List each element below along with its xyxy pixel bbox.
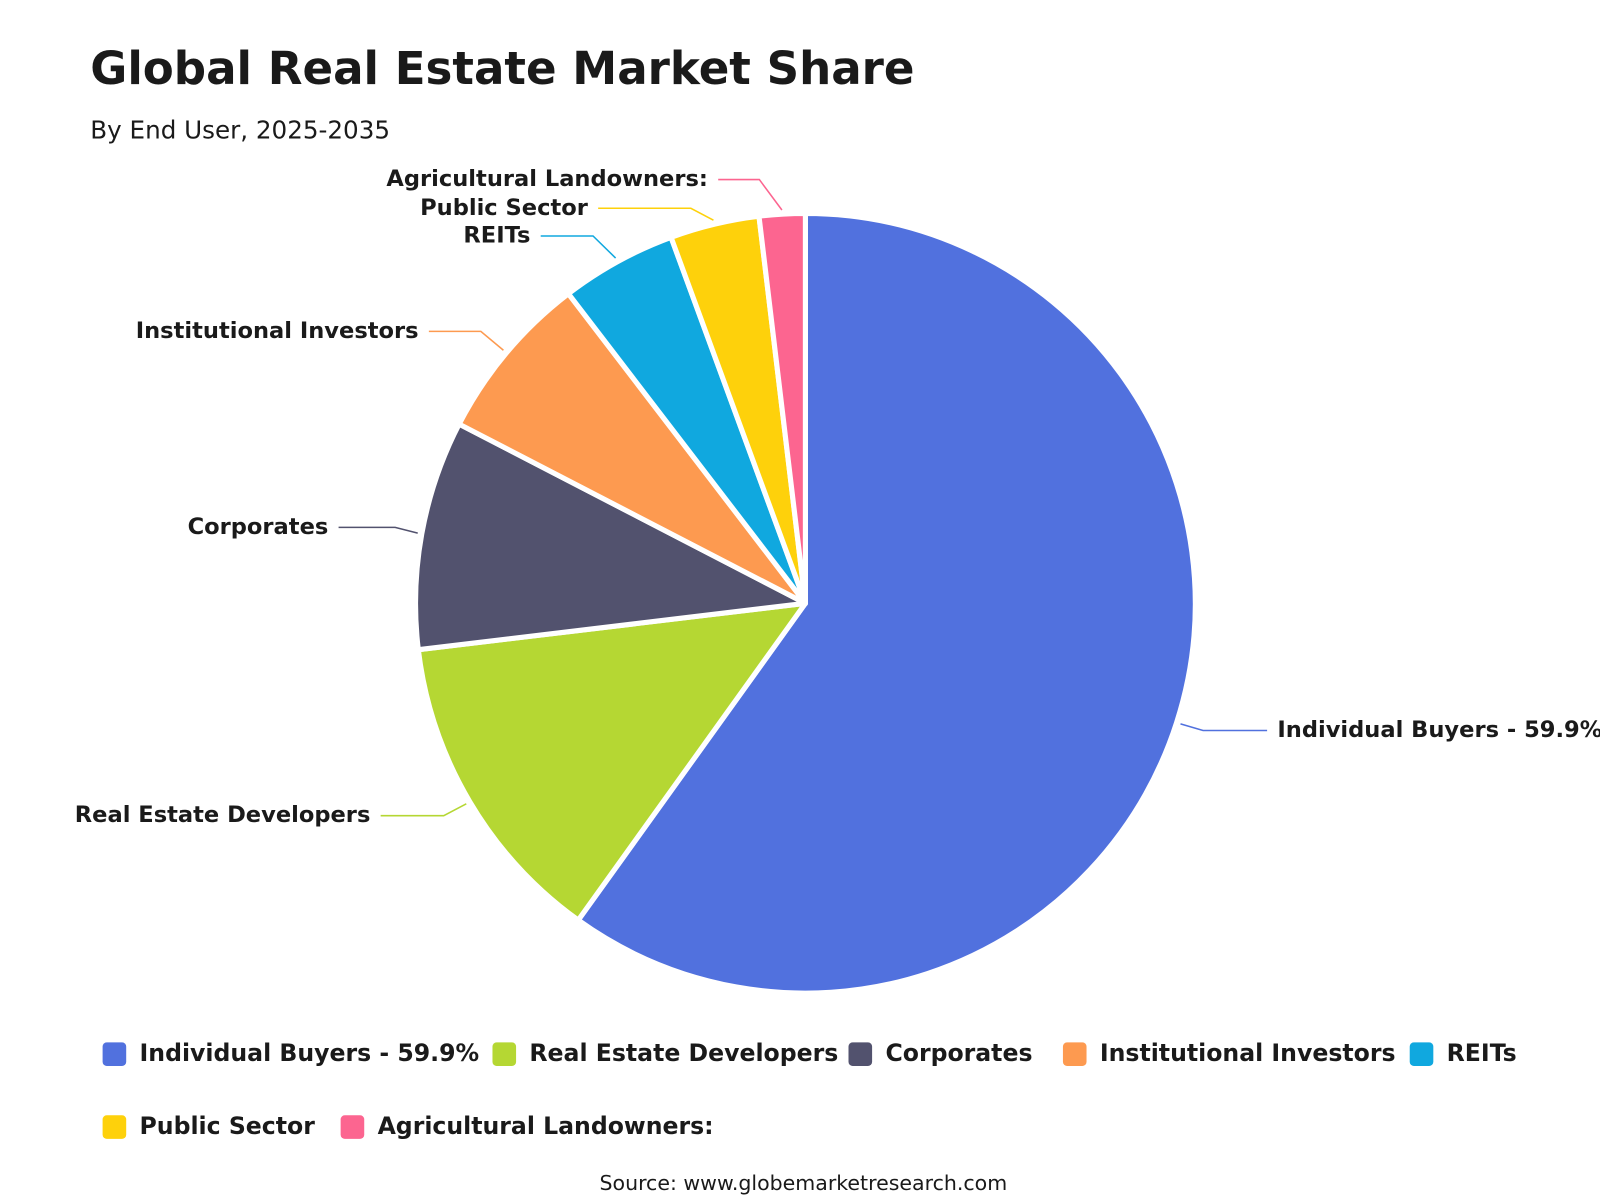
- pie-slice: [415, 600, 808, 923]
- pie-slice: [756, 210, 808, 606]
- legend-swatch: [848, 1042, 873, 1067]
- pie-slice: [412, 421, 808, 653]
- slice-label: Institutional Investors: [136, 318, 419, 344]
- legend-label: Individual Buyers - 59.9%: [140, 1039, 480, 1067]
- legend-label: Corporates: [885, 1039, 1032, 1067]
- pie-slice: [456, 291, 808, 606]
- legend-swatch: [492, 1042, 517, 1067]
- source-note: Source: www.globemarketresearch.com: [600, 1171, 1008, 1195]
- leader-line: [380, 803, 467, 817]
- legend-swatch: [102, 1115, 127, 1139]
- chart-body: Global Real Estate Market Share By End U…: [75, 42, 1600, 1195]
- legend-label: Institutional Investors: [1100, 1039, 1396, 1067]
- pie-slice: [575, 210, 1198, 996]
- legend-label: REITs: [1447, 1039, 1517, 1067]
- legend-label: Public Sector: [140, 1112, 316, 1140]
- leader-line: [1180, 723, 1268, 732]
- leader-line: [718, 178, 783, 211]
- slice-label: Individual Buyers - 59.9%: [1277, 717, 1600, 743]
- legend-swatch: [1409, 1042, 1434, 1067]
- legend-label: Real Estate Developers: [529, 1039, 838, 1067]
- legend-swatch: [1062, 1042, 1087, 1067]
- slice-label: Corporates: [188, 514, 329, 540]
- slice-label: Real Estate Developers: [75, 802, 371, 828]
- legend-label: Agricultural Landowners:: [378, 1112, 714, 1140]
- leader-line: [540, 235, 617, 259]
- legend-swatch: [102, 1042, 127, 1067]
- chart-subtitle: By End User, 2025-2035: [90, 115, 390, 144]
- chart-title: Global Real Estate Market Share: [90, 42, 914, 95]
- slice-label: REITs: [463, 222, 530, 248]
- leader-line: [598, 207, 714, 221]
- leader-line: [428, 330, 504, 351]
- legend-swatch: [340, 1115, 365, 1139]
- leader-line: [338, 526, 418, 534]
- slice-label: Public Sector: [420, 195, 589, 221]
- slice-label: Agricultural Landowners:: [386, 166, 708, 192]
